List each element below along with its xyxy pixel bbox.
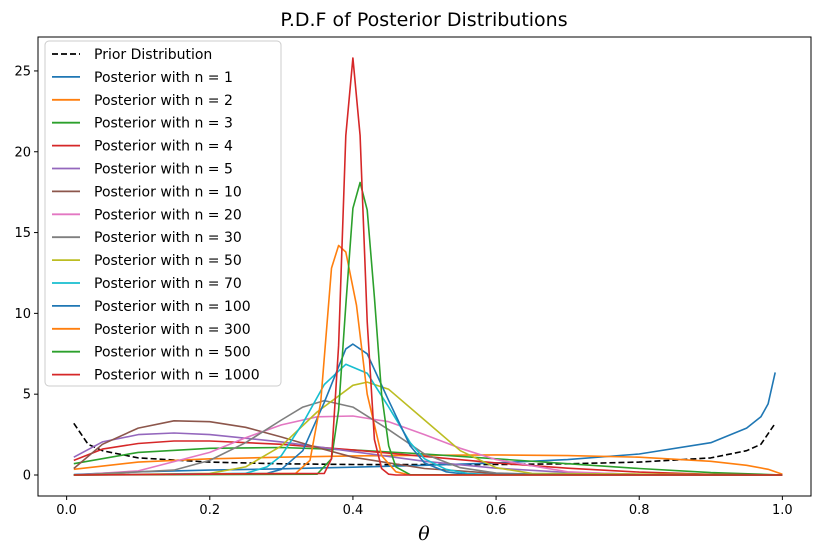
series-line bbox=[73, 454, 783, 475]
y-axis-ticks: 0 5 10 15 20 25 bbox=[14, 64, 38, 483]
series-lines bbox=[73, 57, 783, 476]
legend-box bbox=[44, 40, 282, 387]
series-line bbox=[73, 363, 783, 476]
legend-label: Posterior with n = 50 bbox=[94, 253, 242, 269]
x-axis-label: θ bbox=[418, 523, 430, 545]
x-tick-label: 0.8 bbox=[629, 503, 650, 518]
legend-label: Prior Distribution bbox=[94, 47, 212, 63]
legend-label: Posterior with n = 30 bbox=[94, 230, 242, 246]
legend-label: Posterior with n = 20 bbox=[94, 207, 242, 223]
legend-label: Posterior with n = 2 bbox=[94, 93, 233, 109]
y-tick-label: 15 bbox=[14, 226, 31, 241]
legend-label: Posterior with n = 300 bbox=[94, 322, 251, 338]
x-axis-ticks: 0.0 0.2 0.4 0.6 0.8 1.0 bbox=[56, 496, 793, 518]
x-tick-label: 0.2 bbox=[199, 503, 220, 518]
series-line bbox=[73, 440, 783, 476]
x-tick-label: 0.6 bbox=[486, 503, 507, 518]
series-line bbox=[73, 57, 783, 476]
series-line bbox=[73, 343, 783, 476]
legend-label: Posterior with n = 100 bbox=[94, 299, 251, 315]
y-tick-label: 5 bbox=[23, 388, 31, 403]
chart-title: P.D.F of Posterior Distributions bbox=[280, 9, 567, 31]
legend-label: Posterior with n = 4 bbox=[94, 139, 233, 155]
x-tick-label: 1.0 bbox=[772, 503, 793, 518]
plot-frame bbox=[37, 36, 812, 497]
y-tick-label: 25 bbox=[14, 64, 31, 79]
legend-label: Posterior with n = 10 bbox=[94, 184, 242, 200]
legend-label: Posterior with n = 3 bbox=[94, 116, 233, 132]
legend-label: Posterior with n = 1000 bbox=[94, 368, 260, 384]
legend: Prior Distribution Posterior with n = 1 Po… bbox=[44, 40, 282, 387]
y-tick-label: 10 bbox=[14, 307, 31, 322]
series-line bbox=[73, 244, 783, 476]
legend-label: Posterior with n = 70 bbox=[94, 276, 242, 292]
y-tick-label: 20 bbox=[14, 145, 31, 160]
legend-label: Posterior with n = 500 bbox=[94, 345, 251, 361]
series-line bbox=[73, 381, 783, 476]
x-tick-label: 0.0 bbox=[56, 503, 77, 518]
legend-label: Posterior with n = 1 bbox=[94, 70, 233, 86]
legend-label: Posterior with n = 5 bbox=[94, 162, 233, 178]
x-tick-label: 0.4 bbox=[343, 503, 364, 518]
y-tick-label: 0 bbox=[23, 468, 31, 483]
